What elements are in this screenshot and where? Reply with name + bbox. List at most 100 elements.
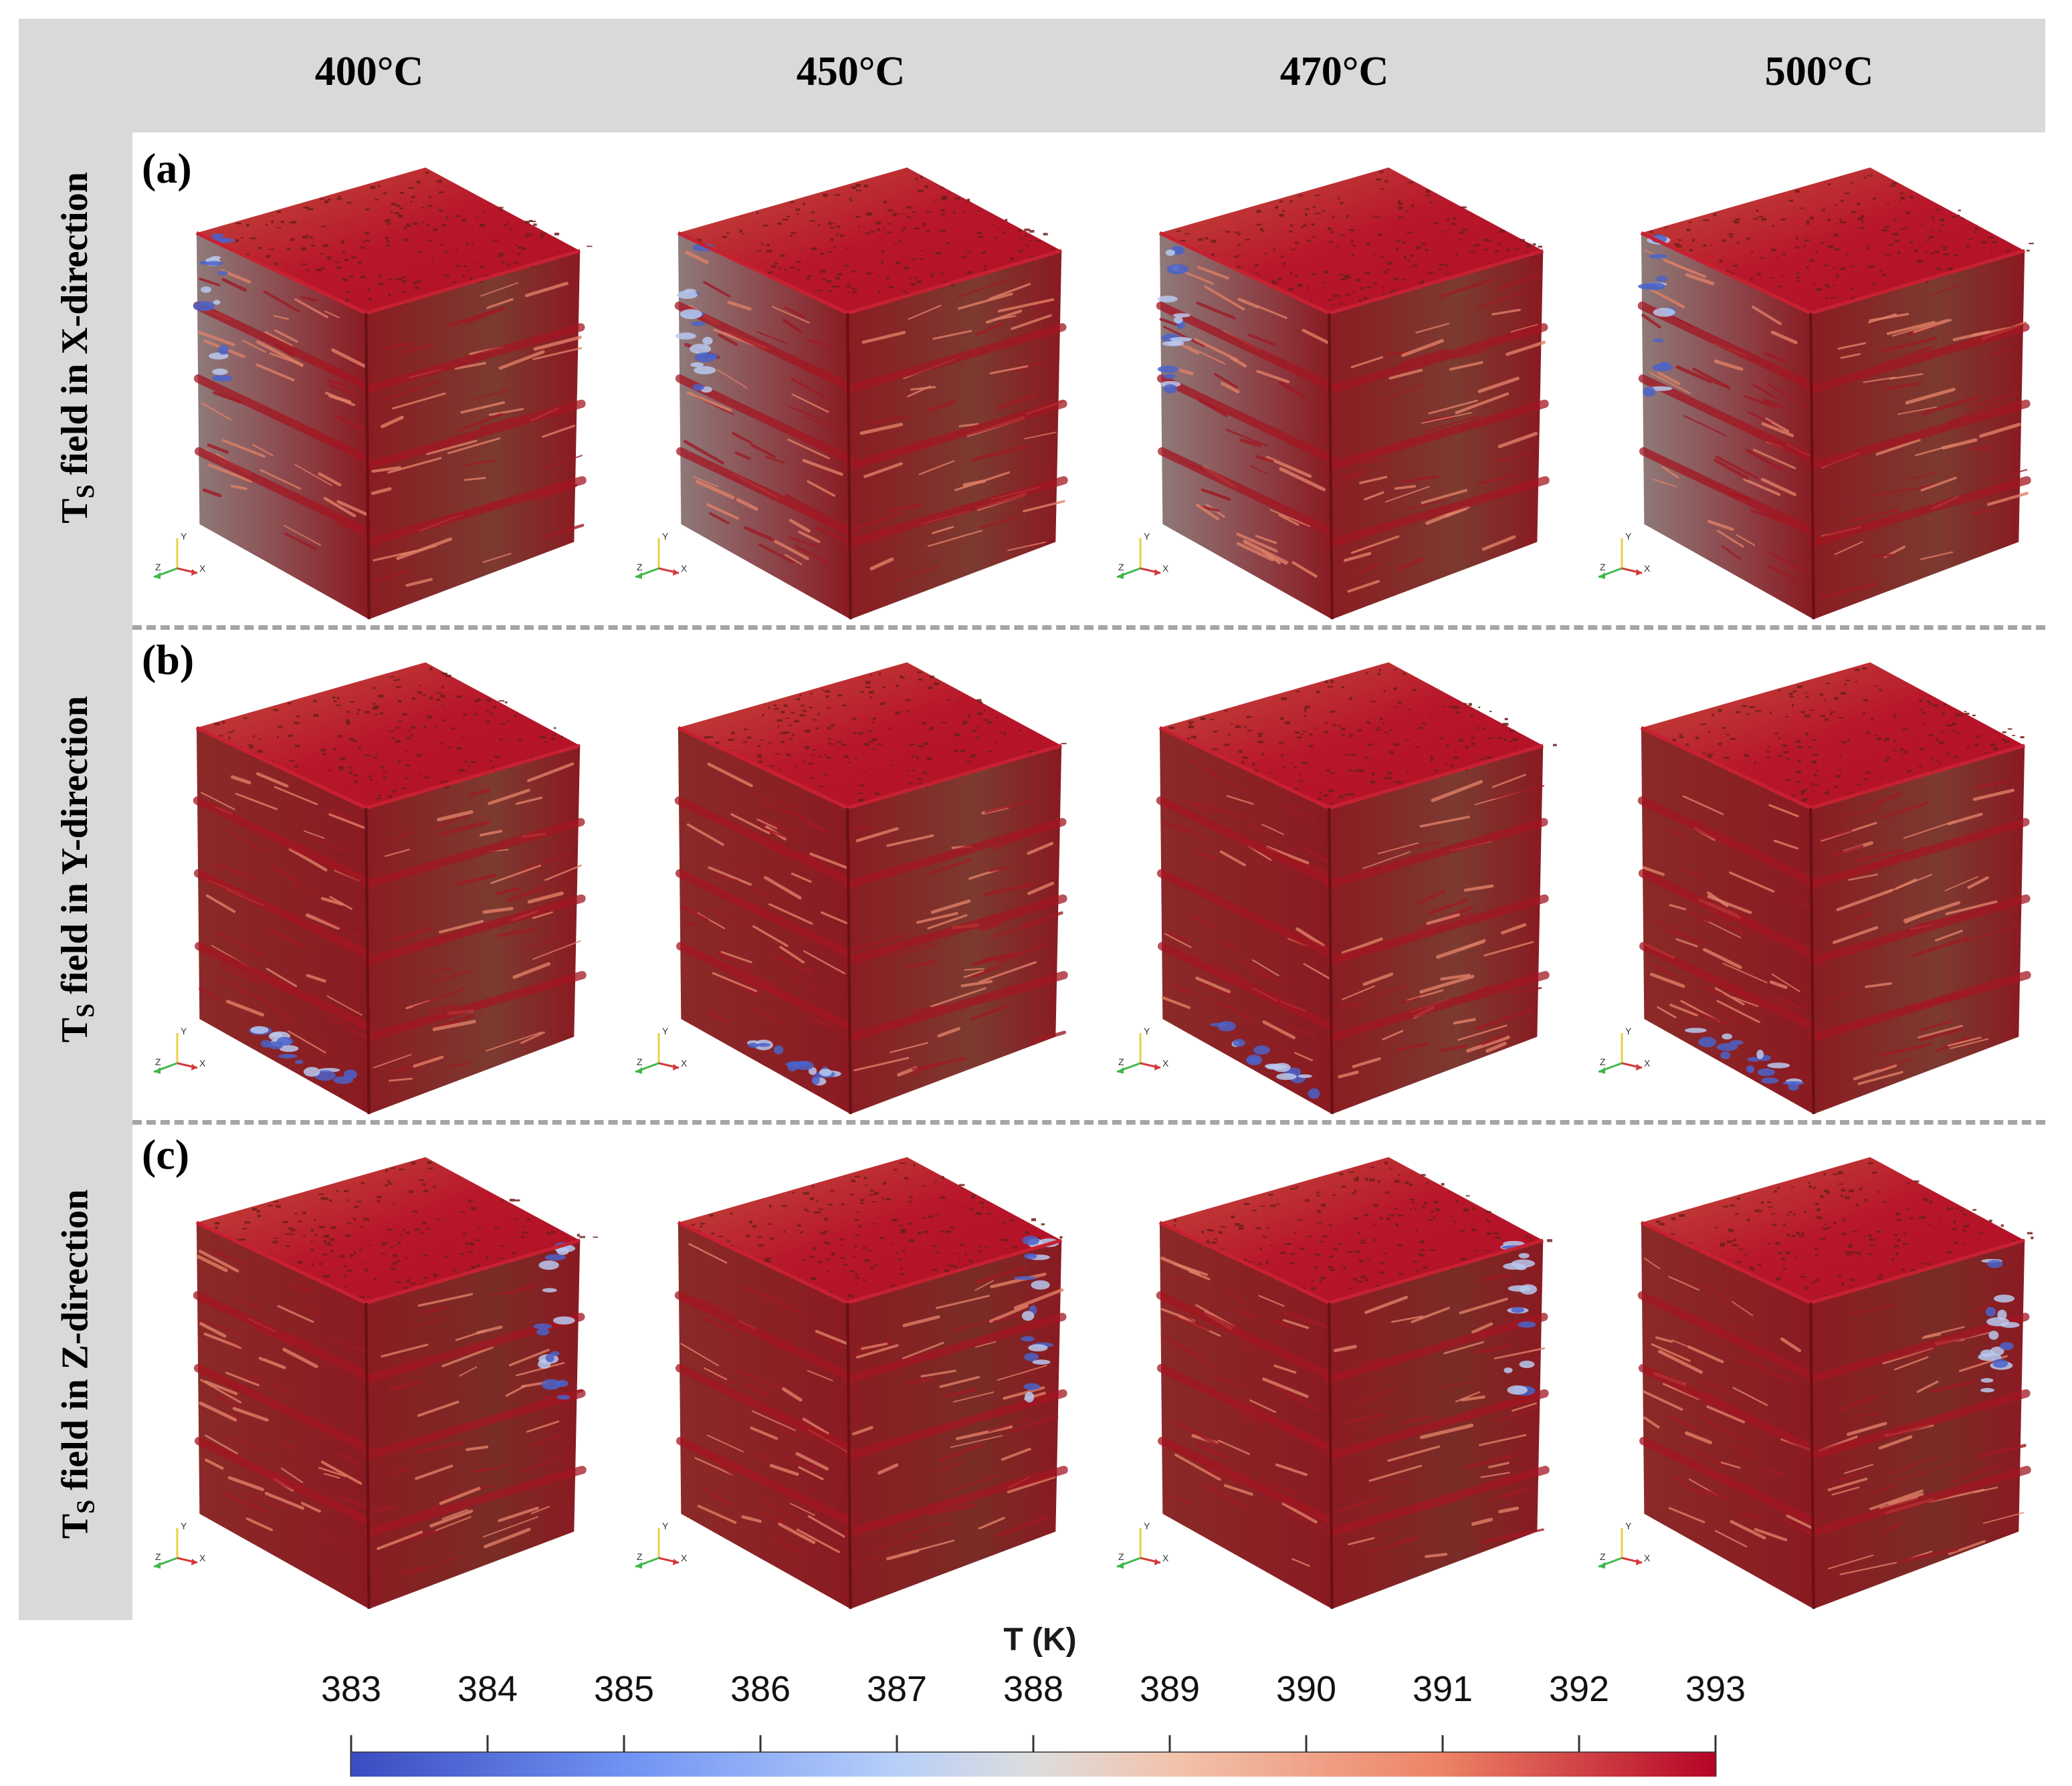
- cube-edge: [1328, 1303, 1334, 1609]
- axis-label-x: X: [681, 1058, 688, 1069]
- layer-striations: [1156, 758, 1550, 1079]
- column-header-400: 400°C: [314, 49, 424, 94]
- colorbar-tick-label: 393: [1685, 1669, 1746, 1709]
- axis-label-y: Y: [181, 531, 187, 542]
- row-divider: [132, 625, 2045, 630]
- axes-triad-icon: Y X Z: [1598, 1026, 1651, 1074]
- axes-triad-icon: Y X Z: [635, 531, 688, 579]
- layer-striations: [674, 250, 1068, 582]
- colorbar-title: T (K): [1003, 1622, 1077, 1658]
- temperature-field-cube: [1156, 1157, 1552, 1609]
- cube-edge: [365, 808, 371, 1115]
- axis-label-x: X: [1644, 1553, 1651, 1563]
- axis-label-y: Y: [1144, 1026, 1150, 1036]
- colorbar-tick-label: 387: [866, 1669, 928, 1709]
- row-label-x: TS field in X-direction: [54, 172, 100, 524]
- cold-region: [675, 243, 719, 393]
- row-header-band: [19, 19, 132, 1620]
- cube-edge: [1809, 1303, 1815, 1609]
- axes-triad-icon: Y X Z: [1116, 1026, 1169, 1074]
- axis-label-x: X: [1162, 1553, 1169, 1563]
- colorbar: [350, 1735, 1717, 1777]
- pore-pattern: [1168, 669, 1557, 804]
- temperature-field-cube: [1637, 167, 2034, 620]
- temperature-field-cube: [193, 1157, 599, 1609]
- layer-striations: [193, 269, 587, 587]
- axes-triad-icon: Y X Z: [153, 531, 206, 579]
- layer-striations: [1637, 1257, 2031, 1575]
- axis-label-y: Y: [1144, 531, 1150, 542]
- layer-striations: [1156, 1256, 1550, 1567]
- axis-label-y: Y: [181, 1026, 187, 1036]
- axis-label-x: X: [681, 1553, 688, 1563]
- cold-region: [746, 1039, 841, 1086]
- axis-label-y: Y: [1625, 531, 1632, 542]
- axis-label-z: Z: [155, 1056, 161, 1067]
- axes-triad-icon: Y X Z: [153, 1026, 206, 1074]
- layer-striations: [1637, 249, 2031, 599]
- row-label-z: TS field in Z-direction: [54, 1189, 100, 1539]
- temperature-field-cube: [674, 167, 1068, 620]
- pore-pattern: [697, 175, 1055, 294]
- axis-label-z: Z: [637, 1056, 643, 1067]
- cube-edge: [1640, 231, 2025, 316]
- cube-edge: [846, 808, 852, 1115]
- temperature-field-cube: [1156, 662, 1557, 1115]
- layer-striations: [193, 762, 587, 1082]
- axis-label-x: X: [199, 1058, 206, 1069]
- cold-region: [1210, 1021, 1320, 1099]
- panel-tag-c: (c): [142, 1131, 190, 1178]
- cold-region: [1684, 1028, 1804, 1091]
- colorbar-tick-label: 386: [730, 1669, 791, 1709]
- axis-label-y: Y: [662, 1521, 669, 1531]
- pore-pattern: [1176, 171, 1543, 306]
- temperature-field-cube: [1637, 662, 2031, 1115]
- colorbar-tick-label: 391: [1412, 1669, 1473, 1709]
- axis-label-y: Y: [181, 1521, 187, 1531]
- column-header-band: [19, 19, 2045, 132]
- pore-pattern: [691, 1162, 1063, 1305]
- temperature-field-cube: [674, 1157, 1068, 1609]
- axis-label-z: Z: [1118, 1551, 1124, 1562]
- cold-region: [1157, 245, 1193, 394]
- temperature-field-cube: [674, 662, 1068, 1115]
- column-header-470: 470°C: [1279, 49, 1389, 94]
- axis-label-z: Z: [637, 562, 643, 572]
- axis-label-y: Y: [1625, 1026, 1632, 1036]
- axis-label-z: Z: [637, 1551, 643, 1562]
- row-label-y: TS field in Y-direction: [54, 695, 100, 1043]
- cube-edge: [365, 1303, 371, 1609]
- axis-label-y: Y: [1144, 1521, 1150, 1531]
- cube-edge: [1809, 808, 1815, 1115]
- column-header-500: 500°C: [1764, 49, 1874, 94]
- axis-label-x: X: [199, 1553, 206, 1563]
- axis-label-y: Y: [1625, 1521, 1632, 1531]
- axis-label-z: Z: [1118, 562, 1124, 572]
- axis-label-x: X: [1162, 563, 1169, 574]
- axis-label-z: Z: [155, 562, 161, 572]
- cube-edge: [846, 1303, 852, 1609]
- axis-label-x: X: [1644, 1058, 1651, 1069]
- axes-triad-icon: Y X Z: [635, 1026, 688, 1074]
- axis-label-z: Z: [1600, 1551, 1606, 1562]
- cube-edge: [1158, 231, 1544, 316]
- colorbar-gradient: [351, 1753, 1716, 1777]
- column-header-450: 450°C: [796, 49, 906, 94]
- pore-pattern: [209, 667, 580, 800]
- axis-label-y: Y: [662, 531, 669, 542]
- colorbar-tick-label: 392: [1548, 1669, 1610, 1709]
- axis-label-z: Z: [1600, 1056, 1606, 1067]
- layer-striations: [674, 762, 1068, 1077]
- cube-edge: [365, 313, 371, 620]
- axis-label-x: X: [681, 563, 688, 574]
- temperature-field-cube: [193, 167, 593, 620]
- pore-pattern: [704, 671, 1067, 802]
- axis-label-z: Z: [1600, 562, 1606, 572]
- temperature-field-cube: [193, 662, 587, 1115]
- temperature-field-cube: [1637, 1157, 2034, 1609]
- cold-region: [1978, 1258, 2020, 1393]
- layer-striations: [674, 1243, 1068, 1565]
- pore-pattern: [215, 1161, 599, 1299]
- cube-edge: [1328, 313, 1334, 620]
